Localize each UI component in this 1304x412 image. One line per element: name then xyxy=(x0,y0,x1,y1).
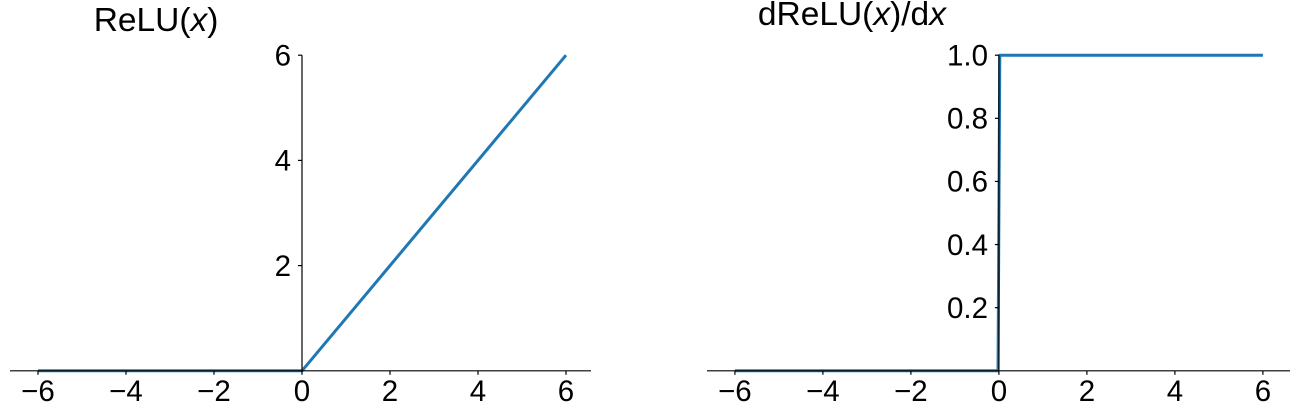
svg-text:0.8: 0.8 xyxy=(947,103,988,136)
svg-text:−6: −6 xyxy=(21,375,55,408)
svg-text:2: 2 xyxy=(1079,375,1095,408)
svg-text:1.0: 1.0 xyxy=(947,39,988,72)
svg-text:2: 2 xyxy=(382,375,398,408)
svg-text:6: 6 xyxy=(275,39,291,72)
svg-text:6: 6 xyxy=(558,375,574,408)
svg-text:0.2: 0.2 xyxy=(947,292,988,325)
svg-text:0: 0 xyxy=(294,375,310,408)
svg-text:−2: −2 xyxy=(197,375,231,408)
svg-text:4: 4 xyxy=(275,145,291,178)
svg-text:−6: −6 xyxy=(718,375,752,408)
svg-text:−4: −4 xyxy=(109,375,143,408)
svg-text:2: 2 xyxy=(275,250,291,283)
svg-text:4: 4 xyxy=(1167,375,1183,408)
svg-text:6: 6 xyxy=(1255,375,1271,408)
svg-text:0.6: 0.6 xyxy=(947,166,988,199)
svg-text:0.4: 0.4 xyxy=(947,229,988,262)
svg-text:4: 4 xyxy=(470,375,486,408)
svg-text:−4: −4 xyxy=(806,375,840,408)
svg-text:−2: −2 xyxy=(894,375,928,408)
svg-text:0: 0 xyxy=(991,375,1007,408)
